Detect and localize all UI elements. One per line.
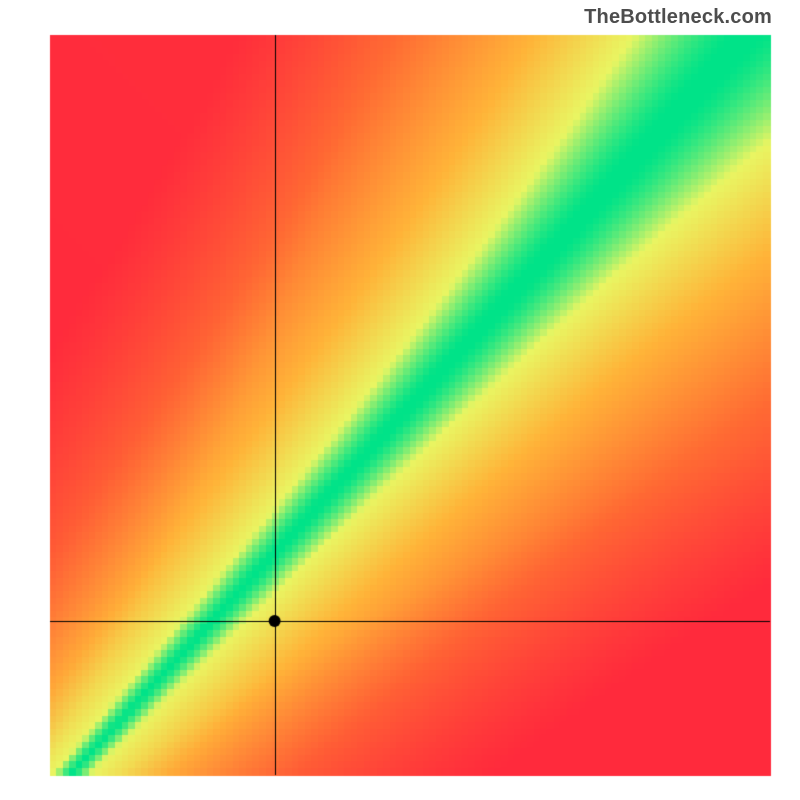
chart-container: TheBottleneck.com — [0, 0, 800, 800]
watermark-text: TheBottleneck.com — [584, 6, 772, 29]
heatmap-canvas — [0, 0, 800, 800]
